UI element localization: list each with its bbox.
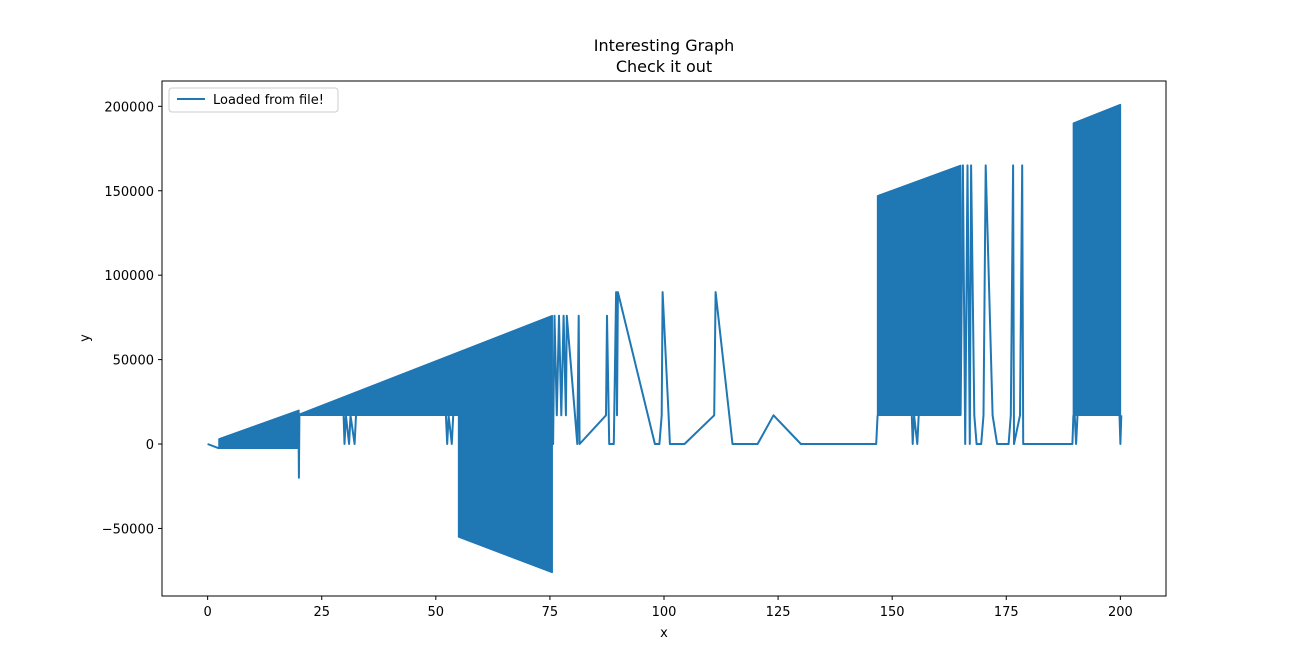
y-axis: −50000 0 50000 100000 150000 200000 xyxy=(102,100,162,537)
x-tick-label: 200 xyxy=(1108,605,1133,620)
y-tick-label: 200000 xyxy=(104,100,154,115)
y-tick-label: −50000 xyxy=(102,522,154,537)
x-tick-label: 100 xyxy=(652,605,677,620)
series-line-segment xyxy=(207,443,220,450)
y-tick-label: 100000 xyxy=(104,269,154,284)
series-line-segment xyxy=(1118,415,1123,445)
series-line-segment xyxy=(910,414,920,445)
legend-box xyxy=(168,87,339,113)
series-oscillation-band xyxy=(876,164,962,417)
series-line-segment xyxy=(1073,415,1079,445)
x-axis: 0 25 50 75 100 125 150 175 200 xyxy=(203,596,1133,620)
series-line-segment xyxy=(297,415,301,479)
x-tick-label: 175 xyxy=(994,605,1019,620)
x-tick-label: 25 xyxy=(313,605,330,620)
series-layer xyxy=(207,103,1123,574)
x-tick-label: 50 xyxy=(428,605,445,620)
x-axis-label: x xyxy=(660,626,668,641)
series-line-segment xyxy=(551,291,879,445)
legend-label: Loaded from file! xyxy=(213,93,324,108)
legend: Loaded from file! xyxy=(168,87,339,113)
y-tick-label: 0 xyxy=(146,438,154,453)
series-oscillation-band xyxy=(1072,103,1122,417)
x-tick-label: 75 xyxy=(542,605,559,620)
chart-title: Interesting Graph xyxy=(594,36,735,55)
plot-area xyxy=(207,103,1123,574)
x-tick-label: 125 xyxy=(766,605,791,620)
y-tick-label: 50000 xyxy=(113,354,154,369)
x-tick-label: 150 xyxy=(880,605,905,620)
series-line-segment xyxy=(959,164,1075,445)
y-tick-label: 150000 xyxy=(104,185,154,200)
series-line-segment xyxy=(342,414,357,445)
x-tick-label: 0 xyxy=(203,605,211,620)
series-line-segment xyxy=(444,414,455,445)
series-oscillation-band xyxy=(457,414,553,574)
y-axis-label: y xyxy=(78,334,93,342)
chart-subtitle: Check it out xyxy=(616,57,712,76)
series-line xyxy=(207,103,1123,574)
